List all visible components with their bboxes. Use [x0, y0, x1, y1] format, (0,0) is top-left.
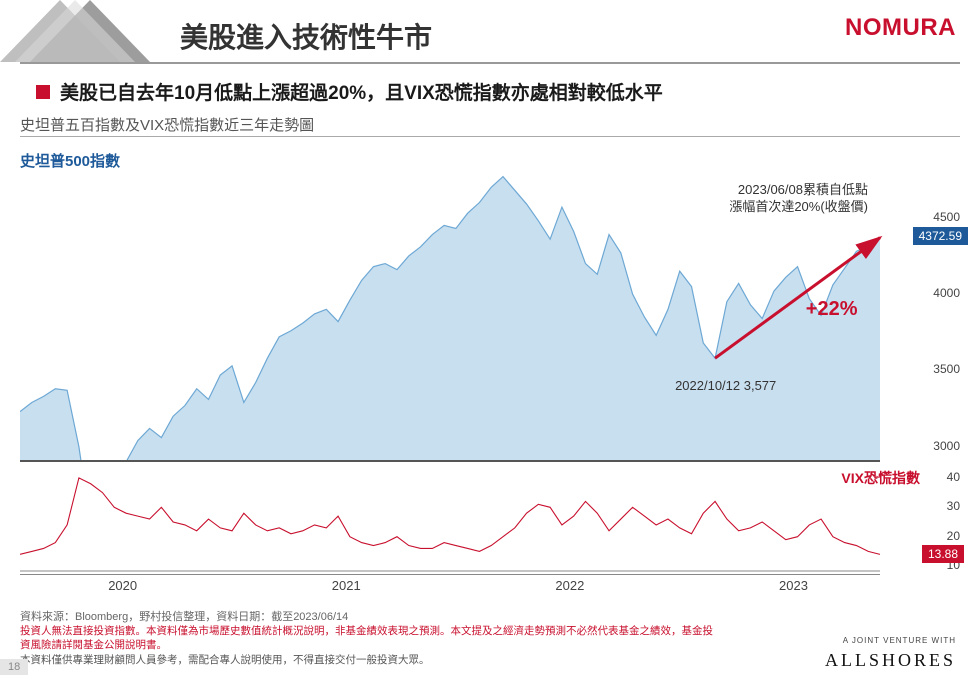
sp500-label: 史坦普500指數: [20, 150, 120, 171]
chart-subtitle: 史坦普五百指數及VIX恐慌指數近三年走勢圖: [20, 114, 314, 135]
vix-ytick: 20: [947, 529, 960, 543]
footer-disclaimer-1: 投資人無法直接投資指數。本資料僅為市場歷史數值統計概況說明，非基金績效表現之預測…: [20, 624, 720, 652]
xaxis-label: 2021: [332, 578, 361, 593]
sp500-ytick: 3000: [933, 439, 960, 453]
sp500-annotation-low: 2022/10/12 3,577: [675, 378, 776, 393]
vix-ytick: 40: [947, 470, 960, 484]
header-triangles-icon: [0, 0, 160, 62]
anno-line1: 2023/06/08累積自低點: [738, 182, 868, 197]
divider-top: [20, 62, 960, 64]
brand-logo: NOMURA: [845, 14, 956, 42]
page-number: 18: [0, 659, 28, 675]
joint-venture-text: A JOINT VENTURE WITH: [843, 636, 956, 645]
xaxis-label: 2022: [555, 578, 584, 593]
x-axis: 2020 2021 2022 2023: [20, 578, 920, 598]
footer-disclaimer-2: 本資料僅供專業理財顧問人員參考，需配合專人說明使用，不得直接交付一般投資大眾。: [20, 652, 720, 667]
sp500-ytick: 4000: [933, 286, 960, 300]
vix-chart: 10203040 13.88: [20, 472, 920, 572]
sp500-last-badge: 4372.59: [913, 227, 968, 245]
anno-line2: 漲幅首次達20%(收盤價): [729, 199, 868, 214]
sp500-ytick: 3500: [933, 362, 960, 376]
sp500-chart: 3000350040004500 4372.59 2023/06/08累積自低點…: [20, 172, 920, 462]
sp500-ytick: 4500: [933, 210, 960, 224]
divider-subtitle: [20, 136, 960, 137]
xaxis-label: 2020: [108, 578, 137, 593]
allshores-logo: ALLSHORES: [825, 650, 956, 671]
bullet-text: 美股已自去年10月低點上漲超過20%，且VIX恐慌指數亦處相對較低水平: [60, 78, 663, 105]
vix-ytick: 30: [947, 499, 960, 513]
footer-source: 資料來源：Bloomberg，野村投信整理，資料日期：截至2023/06/14: [20, 608, 348, 624]
sp500-annotation-pct: +22%: [806, 298, 858, 321]
bullet-row: 美股已自去年10月低點上漲超過20%，且VIX恐慌指數亦處相對較低水平: [36, 78, 663, 105]
bullet-square-icon: [36, 85, 50, 99]
header: 美股進入技術性牛市 NOMURA: [0, 0, 980, 60]
vix-last-badge: 13.88: [922, 545, 964, 563]
xaxis-label: 2023: [779, 578, 808, 593]
slide-root: 美股進入技術性牛市 NOMURA 美股已自去年10月低點上漲超過20%，且VIX…: [0, 0, 980, 681]
sp500-annotation-top: 2023/06/08累積自低點 漲幅首次達20%(收盤價): [729, 182, 868, 216]
slide-title: 美股進入技術性牛市: [180, 16, 432, 56]
